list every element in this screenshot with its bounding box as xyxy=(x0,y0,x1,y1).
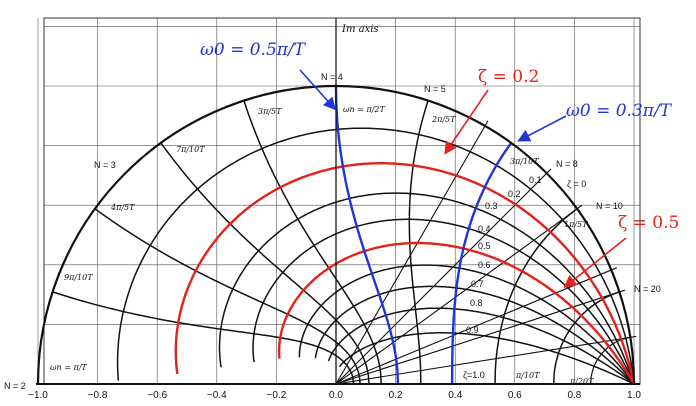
freq-label-4pi-5T: 4π/5T xyxy=(110,203,135,212)
freq-label-pi-10T: π/10T xyxy=(515,371,540,380)
annotation-w0-03: ω0 = 0.3π/T xyxy=(566,101,673,121)
n-label-10: N = 10 xyxy=(596,201,623,211)
annotation-zeta-02: ζ = 0.2 xyxy=(478,67,539,87)
freq-highlight-curve xyxy=(334,86,400,383)
zeta-highlight-curve xyxy=(174,162,636,383)
freq-label-pi-20T: π/20T xyxy=(569,377,594,386)
freq-label-3pi-5T: 3π/5T xyxy=(258,107,282,116)
x-tick-labels: −1.0 −0.8 −0.6 −0.4 −0.2 0.0 0.2 0.4 0.6 0.8 1.0 xyxy=(28,390,641,401)
zeta-label-09: 0.9 xyxy=(466,325,479,335)
n-label-5: N = 5 xyxy=(424,84,446,94)
x-tick-label: 0.0 xyxy=(329,390,343,401)
freq-label-3pi-10T: 3π/10T xyxy=(510,157,539,166)
n-label-20: N = 20 xyxy=(634,284,661,294)
zeta-label-06: 0.6 xyxy=(478,260,491,270)
freq-label-1pi-5T: 1π/5T xyxy=(564,220,588,229)
freq-label-7pi-10T: 7π/10T xyxy=(176,145,205,154)
freq-curve xyxy=(94,208,361,383)
n-label-3: N = 3 xyxy=(94,160,116,170)
x-tick-label: 0.6 xyxy=(508,390,522,401)
arrow-w0-03 xyxy=(517,115,567,142)
n-spoke xyxy=(335,120,489,383)
arrow-zeta-02 xyxy=(444,89,489,155)
arrow-w0-half xyxy=(299,69,337,111)
freq-highlight-curve xyxy=(450,142,513,383)
zeta-label-08: 0.8 xyxy=(470,298,483,308)
im-axis-label: Im axis xyxy=(341,24,379,35)
freq-label-wn-pi-T: ωn = π/T xyxy=(50,363,87,372)
freq-label-9pi-10T: 9π/10T xyxy=(64,273,93,282)
n-label-4: N = 4 xyxy=(321,72,343,82)
x-tick-label: 0.4 xyxy=(448,390,462,401)
arrow-zeta-05 xyxy=(563,237,627,288)
x-tick-label: −0.8 xyxy=(88,390,108,401)
x-tick-label: −0.6 xyxy=(147,390,167,401)
zeta-label-0: ζ = 0 xyxy=(567,179,586,189)
zeta-label-04: 0.4 xyxy=(478,224,491,234)
zeta-label-10: ζ=1.0 xyxy=(463,370,485,380)
zeta-label-07: 0.7 xyxy=(471,279,484,289)
n-label-2: N = 2 xyxy=(4,381,26,391)
annotation-w0-half: ω0 = 0.5π/T xyxy=(200,40,307,60)
n-spoke xyxy=(337,289,626,383)
zeta-label-03: 0.3 xyxy=(485,201,498,211)
highlight-curves xyxy=(174,86,636,383)
zeta-label-05: 0.5 xyxy=(478,241,491,251)
x-tick-label: 1.0 xyxy=(627,390,641,401)
freq-label-wn-pi-2T: ωn = π/2T xyxy=(343,105,386,114)
x-tick-label: 0.8 xyxy=(567,390,581,401)
x-tick-label: −0.2 xyxy=(267,390,287,401)
n-spoke xyxy=(338,335,637,383)
n-spoke xyxy=(336,204,583,383)
freq-label-2pi-5T: 2π/5T xyxy=(431,115,456,124)
x-tick-label: 0.2 xyxy=(389,390,403,401)
n-label-8: N = 8 xyxy=(556,159,578,169)
zeta-label-02: 0.2 xyxy=(508,189,521,199)
annotation-zeta-05: ζ = 0.5 xyxy=(618,213,679,233)
x-tick-label: −1.0 xyxy=(28,390,48,401)
x-tick-label: −0.4 xyxy=(207,390,227,401)
zeta-label-01: 0.1 xyxy=(529,175,542,185)
